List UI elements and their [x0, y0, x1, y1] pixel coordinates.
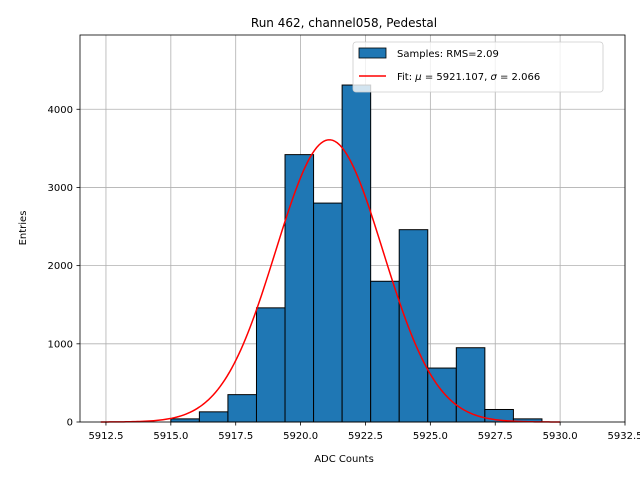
legend-fit-mu-symbol: μ [414, 72, 421, 83]
x-tick-label: 5922.5 [348, 431, 383, 442]
histogram-bar [227, 394, 257, 423]
x-tick-label: 5917.5 [218, 431, 253, 442]
histogram-bar [255, 307, 286, 423]
y-axis-label: Entries [18, 211, 29, 246]
histogram-bar [370, 280, 400, 423]
x-axis-label: ADC Counts [314, 454, 374, 465]
histogram-bar [284, 154, 315, 423]
x-tick-label: 5930.0 [543, 431, 578, 442]
legend-fit-label: Fit: μ = 5921.107, σ = 2.066 [397, 72, 540, 83]
histogram-bar [313, 202, 343, 423]
legend-samples-swatch [358, 47, 387, 59]
gaussian-fit-line [100, 139, 561, 423]
y-tick-label: 3000 [48, 183, 73, 194]
y-tick-label: 1000 [48, 339, 73, 350]
legend-samples-label: Samples: RMS=2.09 [397, 49, 499, 60]
legend-box [352, 41, 604, 93]
histogram-bar [198, 411, 229, 423]
x-tick-label: 5920.0 [283, 431, 318, 442]
histogram-bar [170, 418, 200, 423]
legend-fit-sigma-value: = 2.066 [497, 72, 540, 83]
legend: Samples: RMS=2.09 Fit: μ = 5921.107, σ =… [352, 41, 604, 93]
y-tick-label: 2000 [48, 261, 73, 272]
x-tick-label: 5912.5 [88, 431, 123, 442]
x-tick-label: 5915.0 [153, 431, 188, 442]
histogram-bar [341, 84, 372, 423]
plot-frame [79, 34, 626, 423]
x-tick-label: 5925.0 [413, 431, 448, 442]
x-axis-ticks: 5912.5 5915.0 5917.5 5920.0 5922.5 5925.0 5927… [88, 422, 640, 442]
y-tick-label: 4000 [48, 105, 73, 116]
legend-fit-sigma-symbol: σ [490, 72, 497, 83]
x-tick-label: 5927.5 [478, 431, 513, 442]
y-axis-ticks: 0 1000 2000 3000 4000 [48, 105, 80, 429]
histogram-bar [398, 229, 429, 423]
histogram-bar [455, 347, 486, 423]
histogram-bars [170, 84, 543, 423]
legend-fit-prefix: Fit: [397, 72, 415, 83]
chart-title: Run 462, channel058, Pedestal [251, 16, 437, 30]
x-tick-label: 5932.5 [608, 431, 640, 442]
legend-fit-mu-value: = 5921.107, [422, 72, 491, 83]
y-tick-label: 0 [67, 418, 73, 429]
